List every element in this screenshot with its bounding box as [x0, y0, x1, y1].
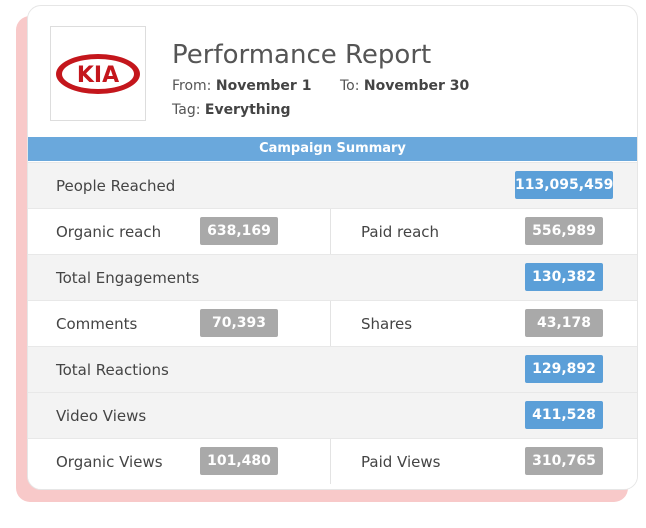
- tag: Tag: Everything: [172, 102, 291, 118]
- cell-label: Comments: [56, 315, 138, 333]
- report-title: Performance Report: [172, 40, 432, 70]
- value-badge: 70,393: [200, 309, 278, 337]
- summary-row: Video Views 411,528: [28, 392, 637, 438]
- tag-label: Tag:: [172, 102, 201, 118]
- column-divider: [330, 439, 331, 484]
- cell-label: Shares: [361, 315, 413, 333]
- from: From: November 1: [172, 78, 311, 94]
- summary-row: People Reached 113,095,459: [28, 162, 637, 208]
- value-badge: 113,095,459: [515, 171, 613, 199]
- value-badge: 310,765: [525, 447, 603, 475]
- row-label: Total Engagements: [56, 269, 200, 287]
- summary-row: Organic reach 638,169 Paid reach 556,989: [28, 208, 637, 254]
- summary-row: Organic Views 101,480 Paid Views 310,765: [28, 438, 637, 484]
- row-label: People Reached: [56, 177, 176, 195]
- value-badge: 129,892: [525, 355, 603, 383]
- row-label: Video Views: [56, 407, 147, 425]
- summary-row: Total Engagements 130,382: [28, 254, 637, 300]
- report-card: KIA Performance Report From: November 1 …: [27, 5, 638, 490]
- tag-value: Everything: [204, 102, 291, 118]
- logo-inner: [62, 59, 134, 89]
- to: To: November 30: [340, 78, 469, 94]
- cell-label: Organic reach: [56, 223, 162, 241]
- logo-text: KIA: [77, 63, 119, 88]
- logo: KIA: [56, 54, 140, 94]
- column-divider: [330, 209, 331, 254]
- value-badge: 43,178: [525, 309, 603, 337]
- cell-label: Organic Views: [56, 453, 163, 471]
- value-badge: 101,480: [200, 447, 278, 475]
- to-label: To:: [340, 78, 360, 94]
- row-label: Total Reactions: [56, 361, 169, 379]
- column-divider: [330, 301, 331, 346]
- value-badge: 130,382: [525, 263, 603, 291]
- cell-label: Paid reach: [361, 223, 440, 241]
- cell-label: Paid Views: [361, 453, 441, 471]
- value-badge: 556,989: [525, 217, 603, 245]
- value-badge: 411,528: [525, 401, 603, 429]
- to-value: November 30: [363, 78, 470, 94]
- section-title: Campaign Summary: [28, 137, 637, 161]
- summary-row: Total Reactions 129,892: [28, 346, 637, 392]
- from-label: From:: [172, 78, 212, 94]
- logo-box: KIA: [50, 26, 146, 121]
- value-badge: 638,169: [200, 217, 278, 245]
- from-value: November 1: [215, 78, 312, 94]
- summary-row: Comments 70,393 Shares 43,178: [28, 300, 637, 346]
